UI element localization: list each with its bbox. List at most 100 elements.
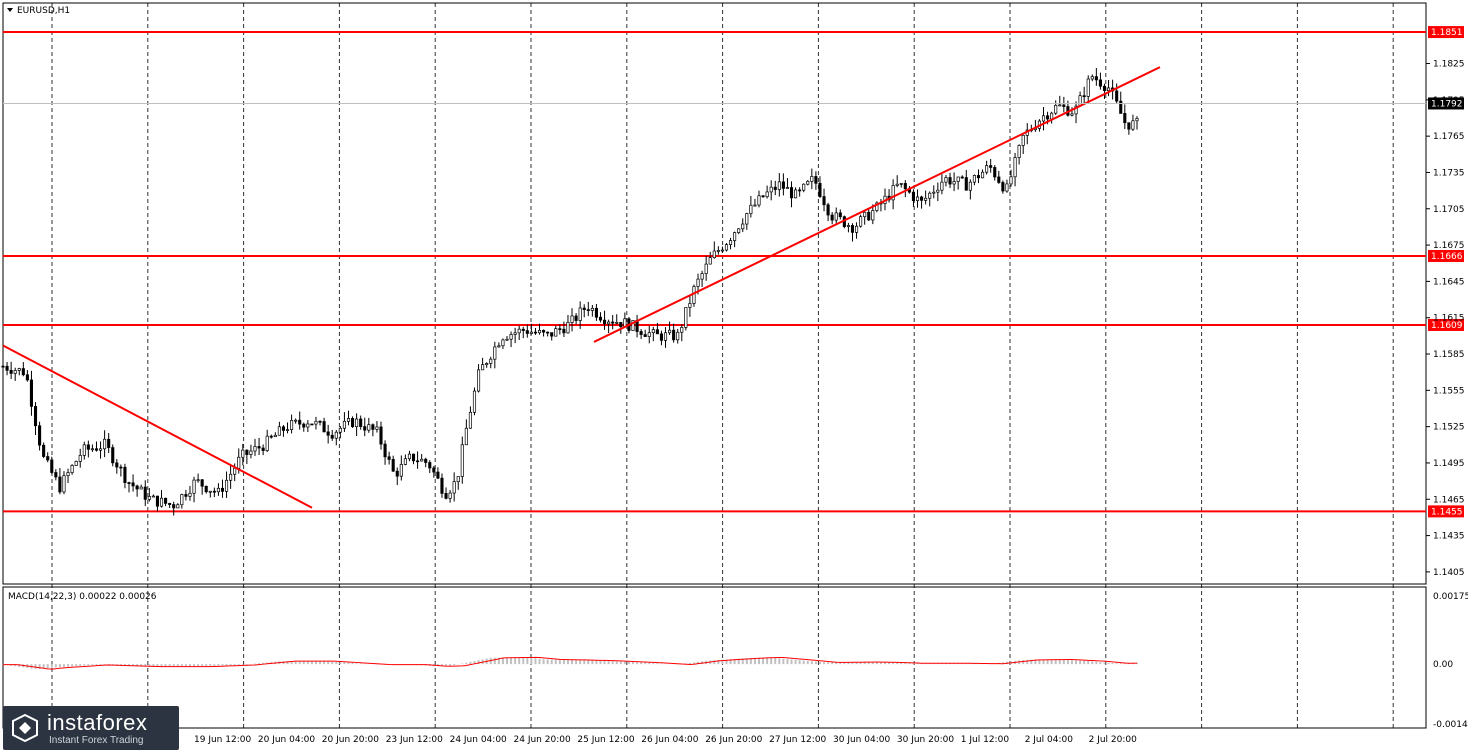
candle-body [25, 374, 29, 381]
candle-body [944, 177, 948, 183]
dropdown-triangle-icon[interactable] [7, 8, 13, 12]
candle-body [497, 345, 501, 348]
candle-body [574, 315, 578, 321]
candle-body [468, 411, 472, 429]
time-label: 2 Jul 04:00 [1025, 735, 1074, 745]
candle-body [485, 363, 489, 365]
candle-body [976, 175, 981, 179]
candle-body [1074, 105, 1078, 115]
time-label: 30 Jun 04:00 [833, 735, 890, 745]
candle-body [428, 462, 432, 469]
candle-body [17, 368, 21, 371]
symbol-label: EURUSD,H1 [17, 6, 70, 16]
candle-body [964, 177, 968, 191]
candle-body [306, 423, 310, 428]
candle-body [891, 185, 895, 201]
candle-body [285, 429, 290, 431]
time-label: 27 Jun 12:00 [769, 735, 826, 745]
candle-body [220, 487, 225, 492]
candle-body [90, 448, 94, 451]
candle-body [773, 186, 777, 190]
candle-body [785, 187, 790, 189]
candle-body [21, 368, 25, 376]
candle-body [86, 444, 90, 450]
candle-body [489, 358, 493, 364]
candle-body [188, 492, 192, 497]
candle-body [330, 434, 334, 439]
price-axis-labels: 1.18251.17951.17651.17351.17051.16751.16… [3, 60, 1465, 578]
candle-body [346, 418, 351, 422]
candle-body [204, 485, 208, 493]
level-label-box [1428, 249, 1464, 262]
candle-body [379, 426, 383, 445]
candle-body [777, 181, 781, 190]
candle-body [1001, 182, 1005, 192]
candle-body [33, 406, 38, 427]
candle-body [615, 322, 619, 324]
candle-body [403, 458, 407, 465]
time-label: 20 Jun 20:00 [322, 735, 379, 745]
horizontal-levels: 1.1851 1.1666 1.1609 1.1455 [3, 26, 1464, 518]
candle-body [78, 455, 82, 462]
candle-body [192, 479, 196, 494]
candle-body [375, 426, 379, 430]
candle-body [871, 210, 875, 221]
logo-brand: instaforex [47, 710, 148, 735]
candle-body [1013, 157, 1017, 178]
candle-body [741, 223, 745, 230]
candle-body [155, 495, 160, 507]
candle-body [460, 444, 464, 477]
candle-body [513, 332, 517, 335]
time-label: 25 Jun 12:00 [577, 735, 634, 745]
candle-body [501, 339, 505, 347]
candle-body [334, 431, 338, 439]
candle-body [281, 426, 286, 431]
candle-body [749, 204, 753, 214]
candle-body [537, 330, 542, 334]
candle-body [58, 476, 62, 493]
candle-body [411, 453, 416, 462]
candle-body [830, 214, 834, 221]
candle-body [452, 481, 456, 494]
candle-body [895, 183, 899, 186]
current-price-box [1428, 97, 1464, 110]
candle-body [838, 212, 842, 218]
candle-body [456, 476, 460, 483]
candle-body [107, 438, 111, 448]
candle-body [407, 453, 412, 460]
candle-body [1005, 183, 1009, 192]
price-label: 1.1585 [1433, 350, 1465, 360]
candle-body [570, 315, 574, 323]
level-label-box [1428, 318, 1464, 331]
candle-body [241, 449, 245, 458]
candle-body [253, 446, 257, 452]
candle-body [257, 446, 261, 449]
candle-body [123, 466, 127, 483]
candle-body [700, 273, 704, 280]
candle-body [505, 338, 509, 341]
candle-body [66, 472, 70, 477]
candle-body [420, 458, 424, 462]
candle-body [367, 424, 371, 431]
candle-body [781, 181, 785, 189]
candle-body [1021, 134, 1025, 146]
time-label: 1 Jul 12:00 [961, 735, 1010, 745]
level-label-box [1428, 505, 1464, 518]
candle-body [399, 464, 403, 477]
candle-body [476, 369, 481, 392]
price-label: 1.1645 [1433, 277, 1465, 287]
price-label: 1.1825 [1433, 60, 1465, 70]
price-label: 1.1555 [1433, 386, 1465, 396]
candle-body [29, 379, 34, 407]
candle-body [550, 332, 554, 337]
candle-body [1009, 176, 1013, 185]
candle-body [444, 493, 448, 499]
candle-body [1, 365, 5, 368]
candle-body [338, 427, 342, 433]
candle-body [273, 434, 277, 438]
candle-body [391, 459, 395, 472]
candle-body [854, 225, 859, 233]
time-label: 26 Jun 20:00 [705, 735, 762, 745]
candle-body [50, 459, 54, 473]
